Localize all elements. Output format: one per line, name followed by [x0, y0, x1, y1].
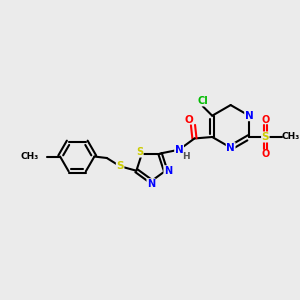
Text: S: S — [116, 161, 124, 171]
Text: N: N — [147, 179, 155, 189]
Text: N: N — [164, 166, 172, 176]
Text: N: N — [175, 145, 184, 155]
Text: CH₃: CH₃ — [20, 152, 38, 161]
Text: S: S — [262, 132, 269, 142]
Text: CH₃: CH₃ — [281, 133, 300, 142]
Text: O: O — [261, 115, 269, 125]
Text: O: O — [184, 115, 193, 125]
Text: Cl: Cl — [197, 96, 208, 106]
Text: N: N — [245, 111, 254, 121]
Text: H: H — [182, 152, 189, 161]
Text: O: O — [261, 149, 269, 159]
Text: S: S — [136, 147, 143, 157]
Text: N: N — [226, 142, 235, 153]
